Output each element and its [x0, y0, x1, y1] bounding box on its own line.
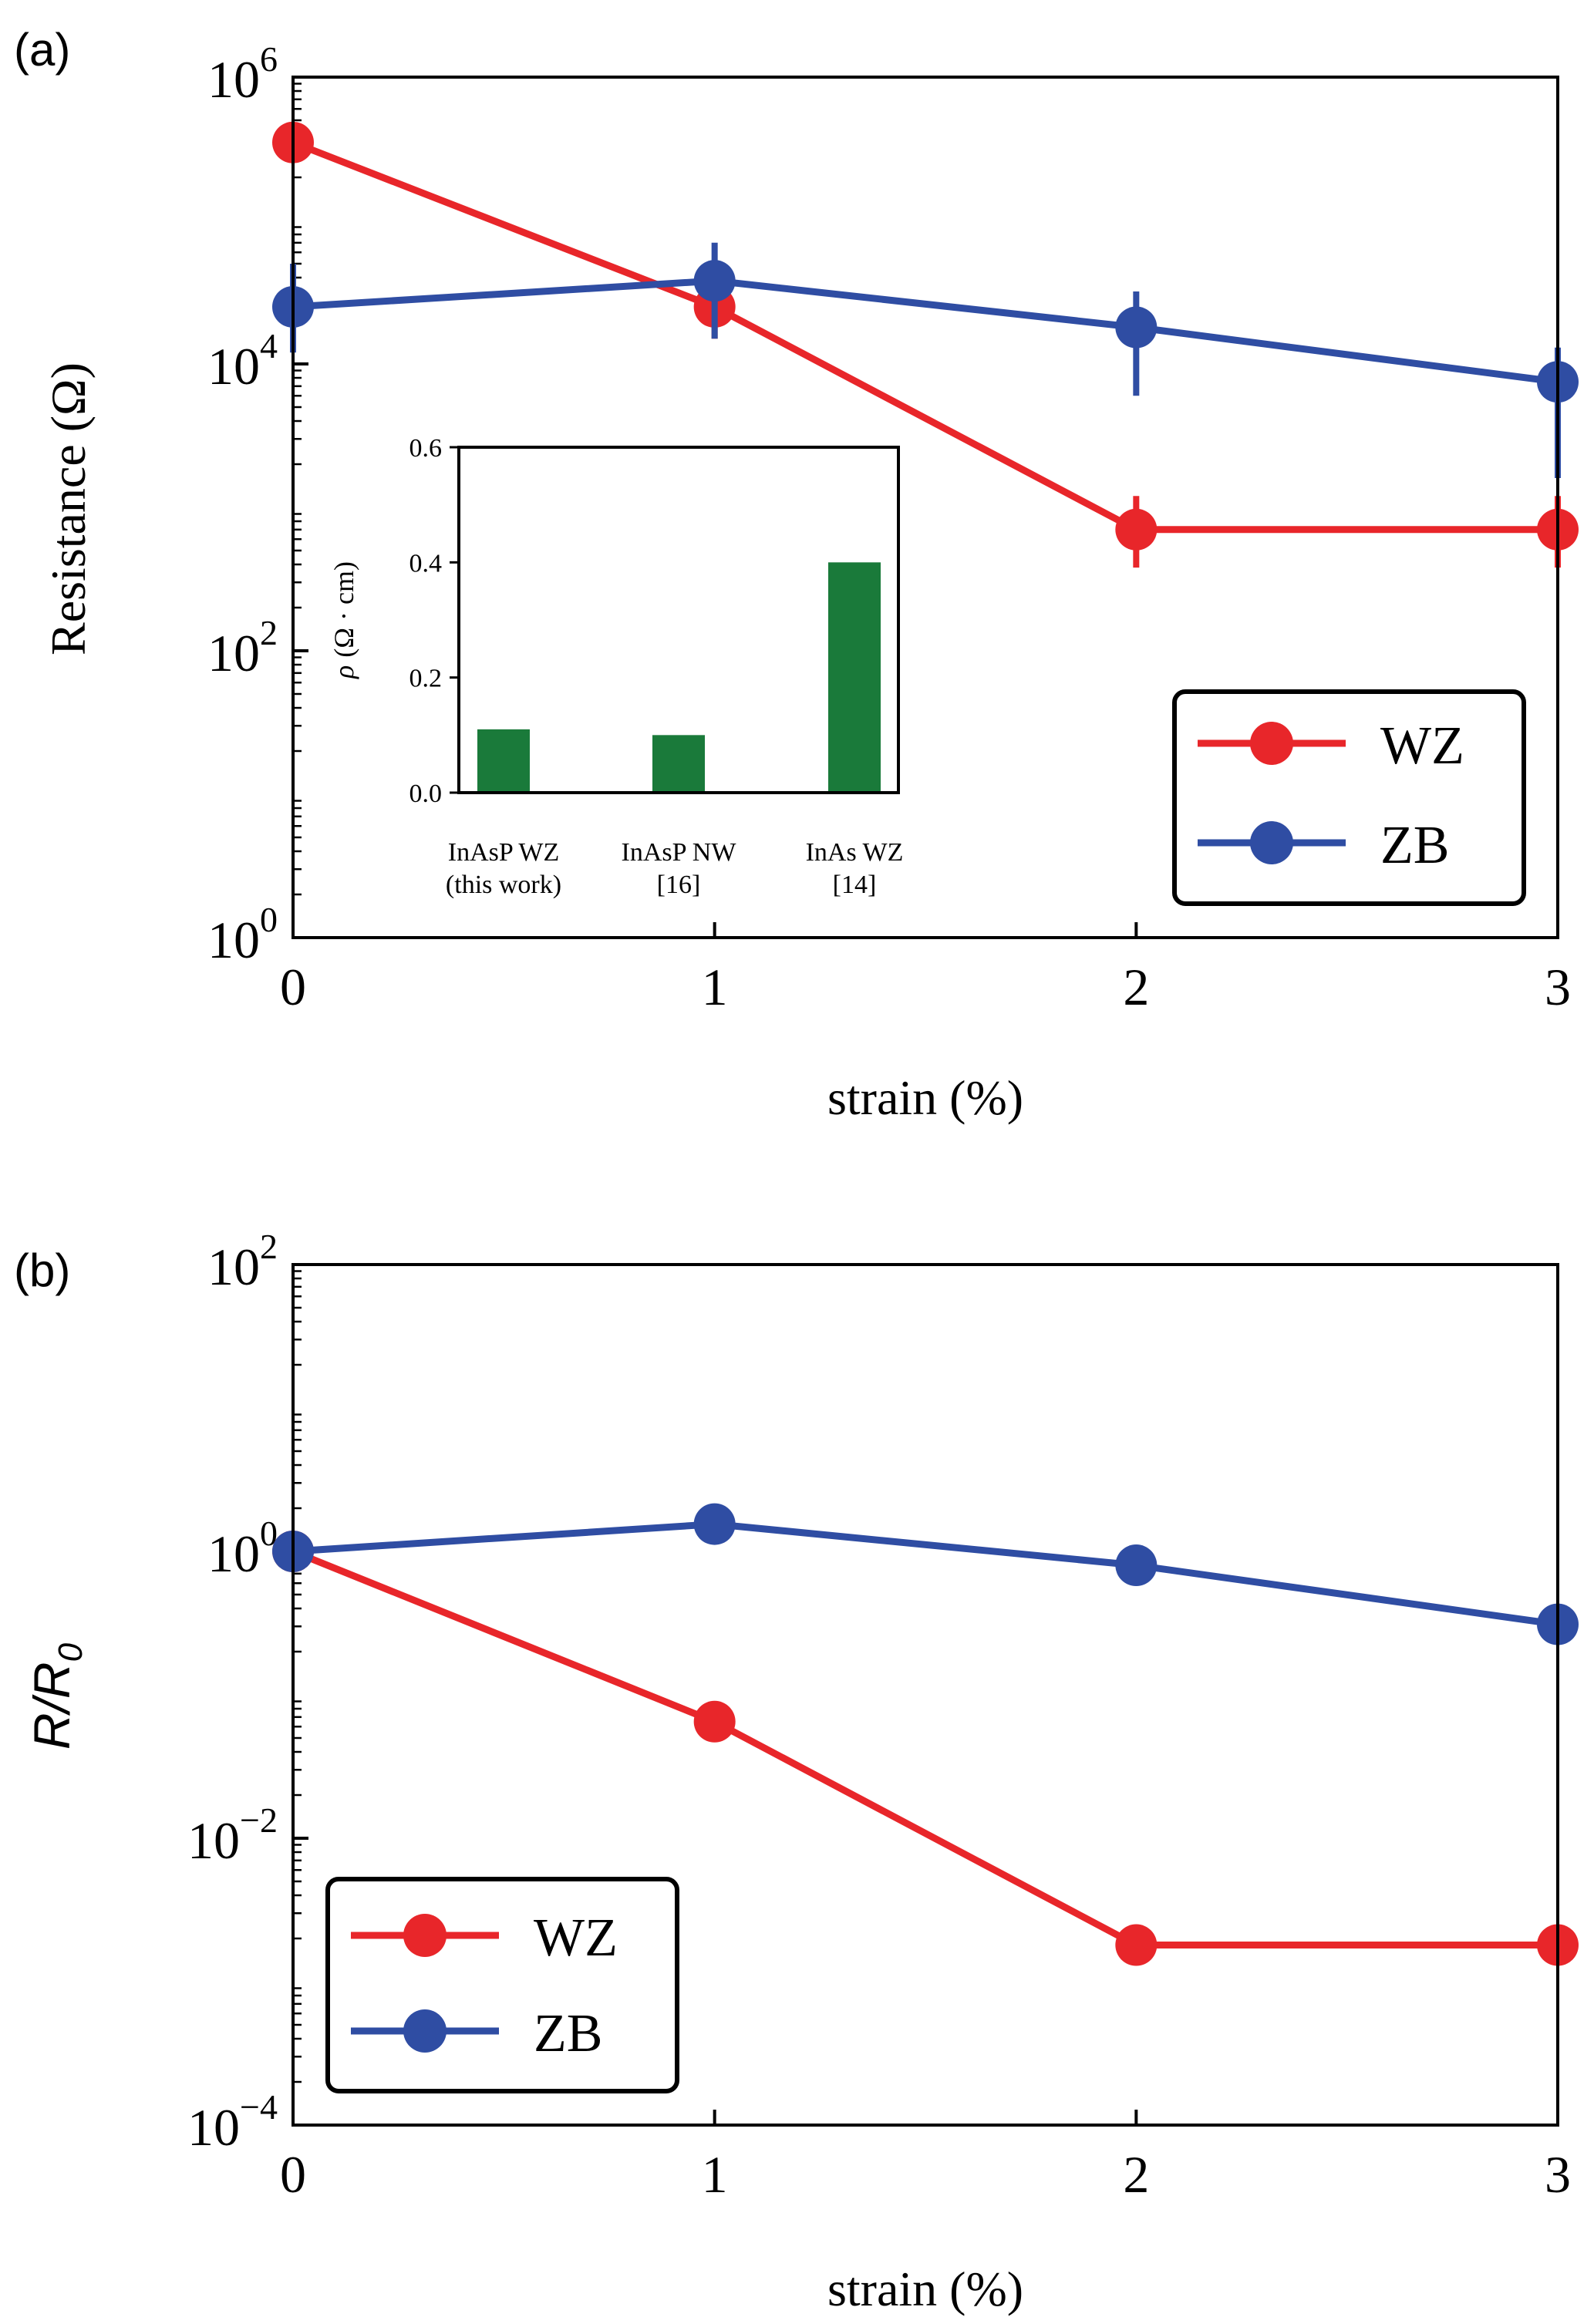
inset-x-label: InAsP NW: [622, 838, 737, 867]
legend-wz-label: WZ: [534, 1908, 618, 1968]
y-tick-label: 104: [207, 326, 278, 396]
x-ticks: 0 1 2 3: [280, 2110, 1571, 2204]
legend-zb-label: ZB: [1380, 816, 1449, 875]
inset-frame: [457, 446, 900, 794]
series-line: [292, 1548, 1558, 1949]
y-tick-exponent: 6: [260, 39, 278, 79]
x-tick-label: 1: [702, 958, 728, 1016]
inset-bars: [477, 562, 881, 793]
plot-frame: [292, 76, 1559, 939]
legend-zb-label: ZB: [534, 2004, 602, 2063]
inset-y-tick-label: 0.4: [409, 549, 443, 578]
x-tick-label: 0: [280, 2145, 306, 2204]
legend-zb-marker: [403, 2009, 447, 2053]
y-tick-label: 102: [207, 613, 278, 682]
y-axis-label: Resistance (Ω): [41, 362, 96, 655]
inset-bar: [828, 562, 881, 793]
panel-label-b: (b): [14, 1245, 70, 1296]
y-tick-base: 10: [207, 50, 260, 109]
inset-x-label: [14]: [833, 871, 877, 899]
series-line: [292, 1521, 1559, 1628]
y-tick-base: 10: [207, 624, 260, 682]
inset-y-tick-label: 0.2: [409, 665, 443, 693]
x-tick-label: 2: [1123, 958, 1149, 1016]
y-tick-label: 106: [207, 39, 278, 109]
x-tick-label: 3: [1545, 2145, 1571, 2204]
series-line: [292, 277, 1559, 386]
panel-label-a: (a): [14, 24, 70, 76]
plot-frame: [292, 1263, 1559, 2127]
y-tick-base: 10: [207, 1524, 260, 1583]
y-tick-label: 100: [207, 900, 278, 969]
x-tick-label: 2: [1123, 2145, 1149, 2204]
legend: WZ ZB: [325, 1877, 679, 2093]
y-axis-label: R/R0: [23, 1642, 89, 1750]
y-tick-exponent: 2: [260, 1227, 278, 1266]
y-tick-exponent: −4: [240, 2087, 278, 2127]
series-zb: [272, 1503, 1579, 1645]
series-wz: [272, 121, 1579, 568]
y-tick-exponent: 4: [260, 326, 278, 365]
y-tick-base: 10: [207, 1238, 260, 1296]
inset-x-labels: InAsP WZ (this work) InAsP NW [16] InAs WZ [1…: [446, 838, 904, 899]
y-tick-label: 10−2: [187, 1800, 278, 1870]
inset-y-ticks: 0.0 0.2 0.4 0.6: [409, 434, 459, 808]
data-point: [1115, 1544, 1158, 1587]
inset-bar: [652, 735, 705, 793]
x-axis-label: strain (%): [827, 2262, 1023, 2316]
y-tick-exponent: 0: [260, 1514, 278, 1553]
inset-y-tick-label: 0.6: [409, 434, 443, 463]
legend-wz-label: WZ: [1380, 716, 1464, 776]
legend-zb-marker: [1250, 821, 1293, 864]
legend: WZ ZB: [1172, 689, 1526, 906]
legend-frame: [1172, 689, 1526, 906]
y-tick-base: 10: [207, 911, 260, 969]
y-tick-base: 10: [187, 2098, 240, 2157]
x-tick-label: 0: [280, 958, 306, 1016]
y-tick-exponent: 0: [260, 900, 278, 939]
legend-wz-marker: [403, 1914, 447, 1957]
y-tick-base: 10: [187, 1811, 240, 1870]
inset-x-label: InAsP WZ: [448, 838, 560, 867]
y-tick-exponent: −2: [240, 1800, 278, 1840]
series-line: [292, 139, 1558, 534]
y-tick-base: 10: [207, 337, 260, 396]
data-point: [1115, 1924, 1158, 1966]
x-axis-label: strain (%): [827, 1070, 1023, 1125]
y-tick-exponent: 2: [260, 613, 278, 652]
legend-frame: [325, 1877, 679, 2093]
inset-bar-chart: 0.0 0.2 0.4 0.6 InAsP WZ (this work) InAsP NW…: [329, 434, 903, 899]
y-tick-label: 102: [207, 1227, 278, 1296]
inset-y-tick-label: 0.0: [409, 780, 443, 808]
inset-x-label: [16]: [657, 871, 701, 899]
data-point: [1115, 306, 1158, 349]
data-point: [693, 1700, 736, 1743]
series-zb: [272, 242, 1579, 479]
inset-bar: [477, 729, 530, 793]
inset-x-label: (this work): [446, 871, 561, 899]
data-point: [693, 260, 736, 302]
legend-wz-marker: [1250, 722, 1293, 765]
inset-y-axis-label: ρ(Ω · cm): [329, 561, 359, 679]
data-point: [1115, 508, 1158, 551]
x-tick-label: 1: [702, 2145, 728, 2204]
y-tick-label: 10−4: [187, 2087, 278, 2157]
data-point: [693, 1503, 736, 1545]
x-tick-label: 3: [1545, 958, 1571, 1016]
y-tick-label: 100: [207, 1514, 278, 1583]
data-series: [272, 121, 1579, 568]
inset-x-label: InAs WZ: [806, 838, 904, 867]
